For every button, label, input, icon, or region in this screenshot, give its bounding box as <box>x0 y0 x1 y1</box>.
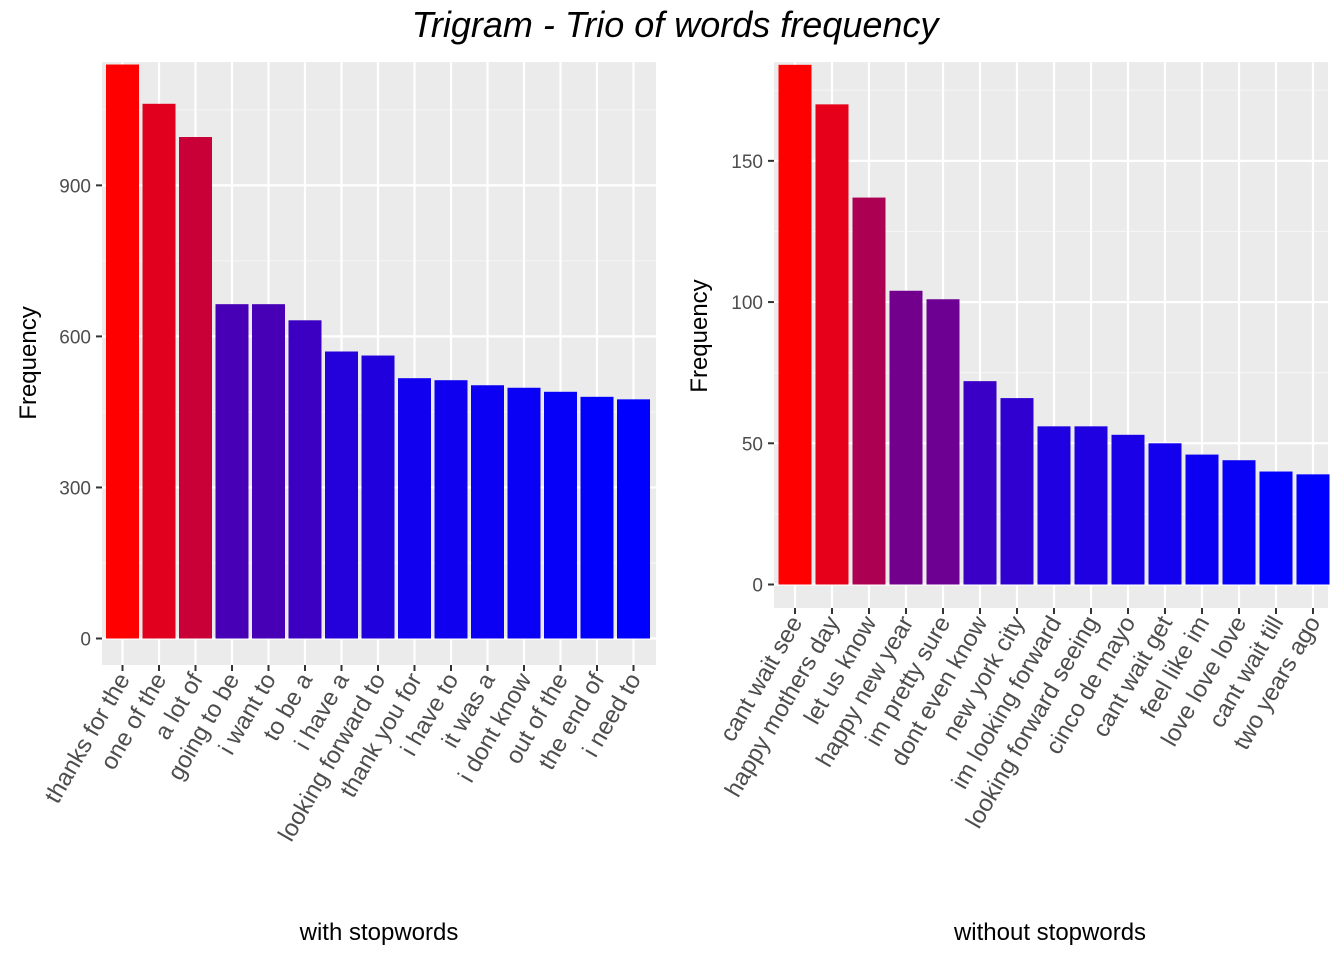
y-tick-label: 300 <box>59 478 91 499</box>
bar <box>617 399 650 639</box>
bar <box>815 104 849 585</box>
bar <box>252 304 285 639</box>
bar <box>1074 426 1108 585</box>
bar <box>580 396 614 639</box>
bar <box>179 137 212 639</box>
bar <box>325 351 358 639</box>
bar <box>398 378 431 639</box>
bar <box>778 64 812 585</box>
bar <box>889 290 923 585</box>
bar <box>544 391 577 639</box>
y-axis-title: Frequency <box>686 279 713 392</box>
bar <box>1185 454 1219 585</box>
bar <box>215 304 249 639</box>
bar <box>1111 434 1145 585</box>
y-tick-label: 600 <box>59 327 91 348</box>
bar <box>507 387 541 639</box>
bar <box>142 103 176 639</box>
x-axis-title: with stopwords <box>299 919 459 946</box>
bar <box>1000 398 1034 585</box>
x-axis-title: without stopwords <box>953 919 1146 946</box>
bar <box>852 197 886 585</box>
y-axis-title: Frequency <box>15 306 42 419</box>
bar <box>926 299 960 585</box>
bar <box>1222 460 1256 585</box>
bar <box>1148 443 1182 585</box>
bar <box>1296 474 1330 585</box>
bar <box>1259 471 1293 585</box>
bar <box>471 385 504 639</box>
bar <box>361 355 395 639</box>
y-tick-label: 50 <box>742 434 763 455</box>
y-tick-label: 100 <box>731 293 763 314</box>
y-tick-label: 0 <box>80 630 91 651</box>
bar <box>1037 426 1071 585</box>
y-tick-label: 0 <box>752 576 763 597</box>
bar <box>963 381 997 585</box>
bar <box>106 64 139 639</box>
bar <box>288 320 322 639</box>
chart-title: Trigram - Trio of words frequency <box>412 4 941 45</box>
y-tick-label: 900 <box>59 176 91 197</box>
bar <box>434 380 468 639</box>
y-tick-label: 150 <box>731 152 763 173</box>
